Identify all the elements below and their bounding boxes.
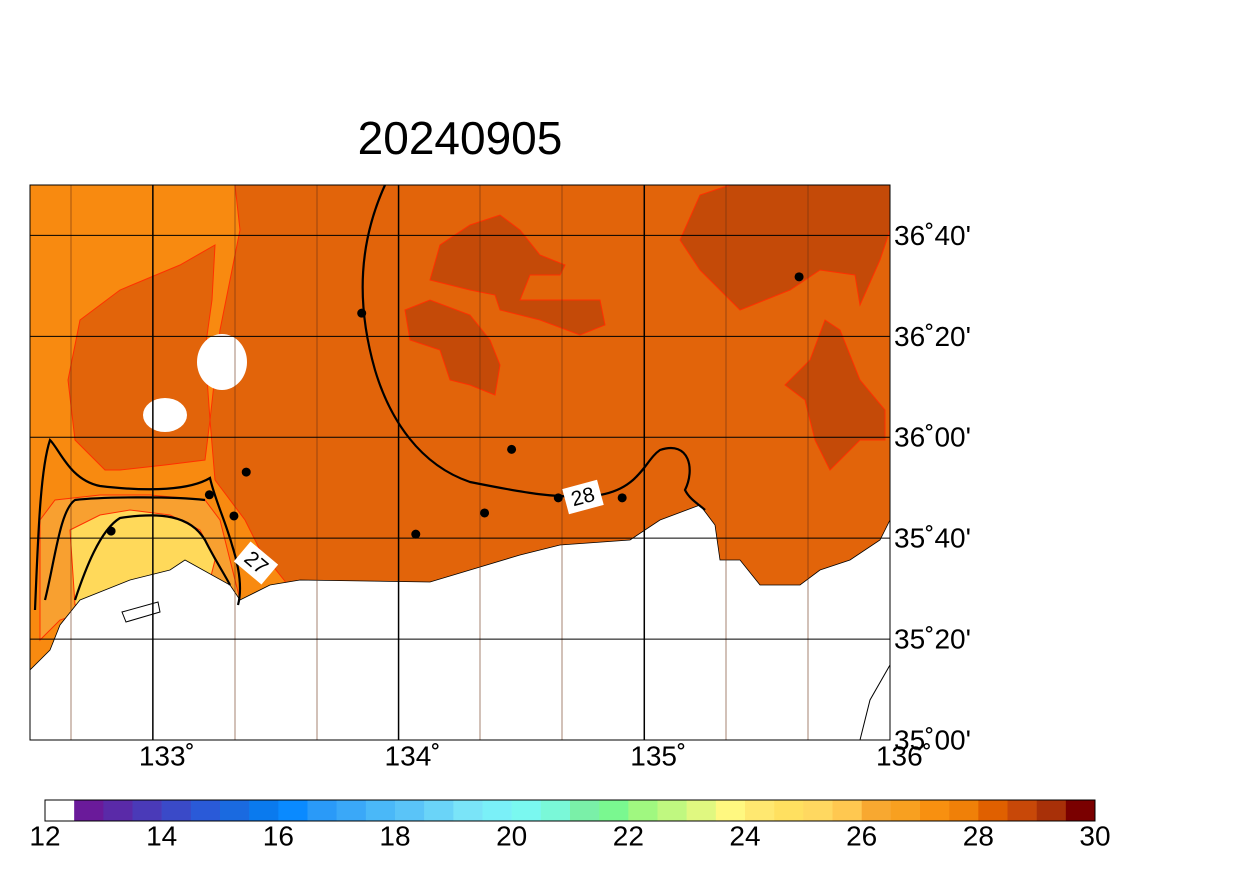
colorbar-tick-label: 26 bbox=[846, 820, 877, 851]
sst-zone bbox=[404, 299, 501, 396]
minor-grid bbox=[70, 185, 809, 740]
colorbar-box bbox=[774, 800, 804, 821]
colorbar-tick-label: 12 bbox=[29, 820, 60, 851]
coast-outline bbox=[859, 664, 890, 740]
map-area bbox=[30, 185, 890, 740]
colorbar-box bbox=[220, 800, 250, 821]
island bbox=[197, 334, 247, 390]
lake-outline bbox=[121, 601, 161, 623]
colorbar-box bbox=[307, 800, 337, 821]
colorbar-box bbox=[832, 800, 862, 821]
colorbar-box bbox=[45, 800, 75, 821]
title: 20240905 bbox=[358, 112, 563, 164]
colorbar-box bbox=[803, 800, 833, 821]
colorbar-box bbox=[890, 800, 921, 821]
colorbar-box bbox=[453, 800, 483, 821]
station bbox=[357, 308, 367, 318]
colorbar-box bbox=[540, 800, 571, 821]
station bbox=[553, 493, 563, 503]
y-tick-label: 35˚40' bbox=[894, 523, 971, 554]
colorbar-tick-label: 28 bbox=[963, 820, 994, 851]
colorbar-frame bbox=[44, 799, 1096, 822]
colorbar-tick-label: 16 bbox=[263, 820, 294, 851]
colorbar-box bbox=[715, 800, 746, 821]
sst-zone bbox=[784, 319, 886, 471]
colorbar-box bbox=[249, 800, 279, 821]
sst-zone bbox=[679, 185, 890, 311]
station bbox=[106, 526, 116, 536]
colorbar-tick-label: 24 bbox=[729, 820, 760, 851]
contour-27 bbox=[43, 496, 206, 601]
station bbox=[241, 467, 251, 477]
colorbar-box bbox=[657, 800, 687, 821]
map-frame bbox=[29, 184, 891, 741]
land bbox=[30, 504, 890, 740]
x-tick-label: 134˚ bbox=[385, 740, 441, 771]
station bbox=[507, 444, 517, 454]
colorbar-box bbox=[599, 800, 629, 821]
station bbox=[794, 272, 804, 282]
colorbar-box bbox=[190, 800, 221, 821]
colorbar-box bbox=[161, 800, 192, 821]
colorbar-box bbox=[686, 800, 717, 821]
x-tick-label: 136˚ bbox=[876, 740, 932, 771]
station bbox=[617, 493, 627, 503]
contour-27 bbox=[33, 437, 242, 611]
station bbox=[229, 511, 239, 521]
contour-label-box: 28 bbox=[562, 479, 604, 515]
colorbar-box bbox=[949, 800, 979, 821]
station bbox=[411, 529, 421, 539]
colorbar-box bbox=[920, 800, 950, 821]
colorbar-box bbox=[1007, 800, 1037, 821]
colorbar-tick-label: 22 bbox=[613, 820, 644, 851]
y-tick-label: 35˚20' bbox=[894, 623, 971, 654]
sst-zone bbox=[429, 214, 606, 336]
colorbar-box bbox=[132, 800, 162, 821]
y-tick-label: 36˚20' bbox=[894, 321, 971, 352]
x-tick-label: 133˚ bbox=[139, 740, 195, 771]
colorbar-box bbox=[74, 800, 104, 821]
station bbox=[204, 490, 214, 500]
colorbar-box bbox=[978, 800, 1008, 821]
y-tick-label: 36˚00' bbox=[894, 422, 971, 453]
contour-label-bg bbox=[562, 479, 604, 515]
y-tick-label: 36˚40' bbox=[894, 220, 971, 251]
colorbar-box bbox=[395, 800, 425, 821]
colorbar-box bbox=[278, 800, 308, 821]
colorbar-box bbox=[570, 800, 600, 821]
colorbar-box bbox=[365, 800, 396, 821]
colorbar-box bbox=[628, 800, 658, 821]
x-tick-label: 135˚ bbox=[630, 740, 686, 771]
colorbar-box bbox=[1036, 800, 1067, 821]
island bbox=[143, 398, 187, 432]
colorbar-box bbox=[1065, 800, 1096, 821]
colorbar-tick-label: 18 bbox=[379, 820, 410, 851]
station bbox=[480, 508, 490, 518]
colorbar-box bbox=[861, 800, 892, 821]
contour-label-bg bbox=[233, 541, 279, 585]
colorbar-box bbox=[424, 800, 454, 821]
colorbar-tick-label: 20 bbox=[496, 820, 527, 851]
colorbar-box bbox=[511, 800, 542, 821]
contour-27 bbox=[73, 514, 231, 601]
colorbar-box bbox=[745, 800, 775, 821]
colorbar-tick-label: 30 bbox=[1079, 820, 1110, 851]
colorbar-box bbox=[336, 800, 367, 821]
colorbar-tick-label: 14 bbox=[146, 820, 177, 851]
y-tick-label: 35˚00' bbox=[894, 724, 971, 755]
colorbar-box bbox=[482, 800, 512, 821]
colorbar-box bbox=[103, 800, 133, 821]
